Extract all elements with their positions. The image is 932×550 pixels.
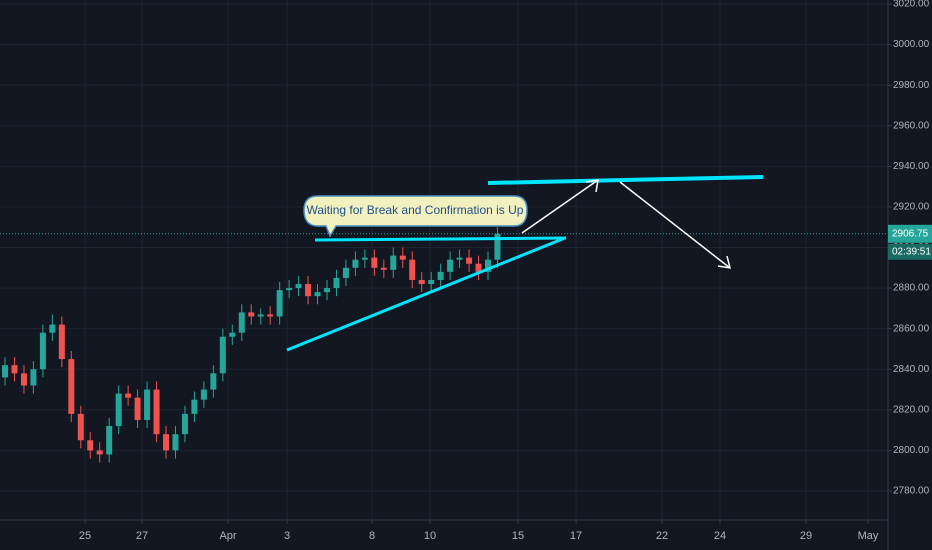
candle-body xyxy=(361,257,368,260)
candle-body xyxy=(191,399,198,414)
candle-body xyxy=(352,259,359,268)
y-tick-label: 2940.00 xyxy=(893,161,930,172)
candle-body xyxy=(39,332,46,370)
candle-body xyxy=(106,426,113,455)
candles xyxy=(0,227,888,463)
y-tick-label: 2780.00 xyxy=(893,486,930,497)
arrow-up-head xyxy=(585,179,599,193)
x-tick-label: 8 xyxy=(369,530,375,542)
candle-body xyxy=(181,413,188,435)
candle-body xyxy=(229,332,236,337)
arrow-up xyxy=(521,179,599,234)
y-tick-label: 2920.00 xyxy=(893,202,930,213)
candle-body xyxy=(267,314,274,317)
x-tick-label: 17 xyxy=(570,530,582,542)
candle-body xyxy=(153,389,160,435)
candle-body xyxy=(163,434,170,451)
x-tick-label: 24 xyxy=(714,530,726,542)
candle-body xyxy=(144,389,151,420)
candle-body xyxy=(371,257,378,268)
target-line xyxy=(487,175,764,185)
candle-body xyxy=(96,450,103,455)
candle-body xyxy=(68,359,75,414)
x-tick-label: 3 xyxy=(284,530,290,542)
candle-body xyxy=(20,373,27,386)
y-tick-label: 2880.00 xyxy=(893,283,930,294)
y-tick-label: 2960.00 xyxy=(893,120,930,131)
callout-text: Waiting for Break and Confirmation is Up xyxy=(307,203,524,217)
candle-body xyxy=(200,389,207,400)
y-tick-label: 2860.00 xyxy=(893,323,930,334)
candle-body xyxy=(125,393,132,398)
callout-bubble xyxy=(303,195,528,238)
last-price-label: 2906.75 xyxy=(892,228,929,239)
candle-body xyxy=(210,373,217,390)
candle-body xyxy=(219,336,226,374)
candle-body xyxy=(276,290,283,317)
candle-body xyxy=(58,324,65,360)
candle-body xyxy=(134,397,141,420)
x-tick-label: 25 xyxy=(79,530,91,542)
trend-line xyxy=(286,236,566,352)
candle-body xyxy=(172,434,179,451)
candle-body xyxy=(115,393,122,427)
candle-body xyxy=(49,324,56,333)
y-tick-label: 2800.00 xyxy=(893,445,930,456)
y-tick-label: 2840.00 xyxy=(893,364,930,375)
last-price-box xyxy=(888,224,932,243)
candle-body xyxy=(11,365,18,374)
countdown-box xyxy=(888,243,932,260)
candle-body xyxy=(305,284,312,297)
candle-body xyxy=(418,279,425,285)
x-tick-label: May xyxy=(858,530,879,542)
arrow-down xyxy=(619,181,731,269)
y-tick-label: 2980.00 xyxy=(893,80,930,91)
candle-body xyxy=(238,312,245,333)
axes: 2780.00 2800.00 2820.00 2840.00 2860.00 2880.… xyxy=(79,0,932,542)
candle-body xyxy=(380,267,387,270)
candle-body xyxy=(30,369,37,386)
candle-body xyxy=(257,314,264,317)
x-tick-label: 27 xyxy=(136,530,148,542)
candle-body xyxy=(323,288,330,293)
candle-body xyxy=(87,440,94,451)
candle-body xyxy=(390,255,397,270)
candle-body xyxy=(77,413,84,441)
x-tick-label: 10 xyxy=(424,530,436,542)
candle-body xyxy=(437,271,444,280)
x-tick-label: 22 xyxy=(656,530,668,542)
x-tick-label: 15 xyxy=(512,530,524,542)
candle-body xyxy=(314,292,321,297)
countdown-label: 02:39:51 xyxy=(892,246,931,257)
candle-body xyxy=(2,365,9,378)
candle-body xyxy=(248,312,255,317)
candle-body xyxy=(295,284,302,289)
candle-body xyxy=(409,259,416,280)
candle-body xyxy=(466,257,473,264)
candle-body xyxy=(428,279,435,285)
y-tick-label: 2820.00 xyxy=(893,404,930,415)
candle-body xyxy=(494,233,501,260)
candle-body xyxy=(333,277,340,289)
y-tick-label: 3020.00 xyxy=(893,0,930,10)
x-tick-label: Apr xyxy=(219,530,236,542)
resistance-line xyxy=(314,236,567,242)
candle-body xyxy=(484,259,491,272)
candle-body xyxy=(342,267,349,278)
arrow-down-head xyxy=(717,255,732,269)
candle-body xyxy=(286,288,293,291)
candle-body xyxy=(475,263,482,272)
y-tick-label: 3000.00 xyxy=(893,39,930,50)
candle-body xyxy=(447,259,454,272)
candle-body xyxy=(456,257,463,260)
candle-body xyxy=(399,255,406,260)
drawings: Waiting for Break and Confirmation is Up xyxy=(286,175,764,352)
x-tick-label: 29 xyxy=(800,530,812,542)
